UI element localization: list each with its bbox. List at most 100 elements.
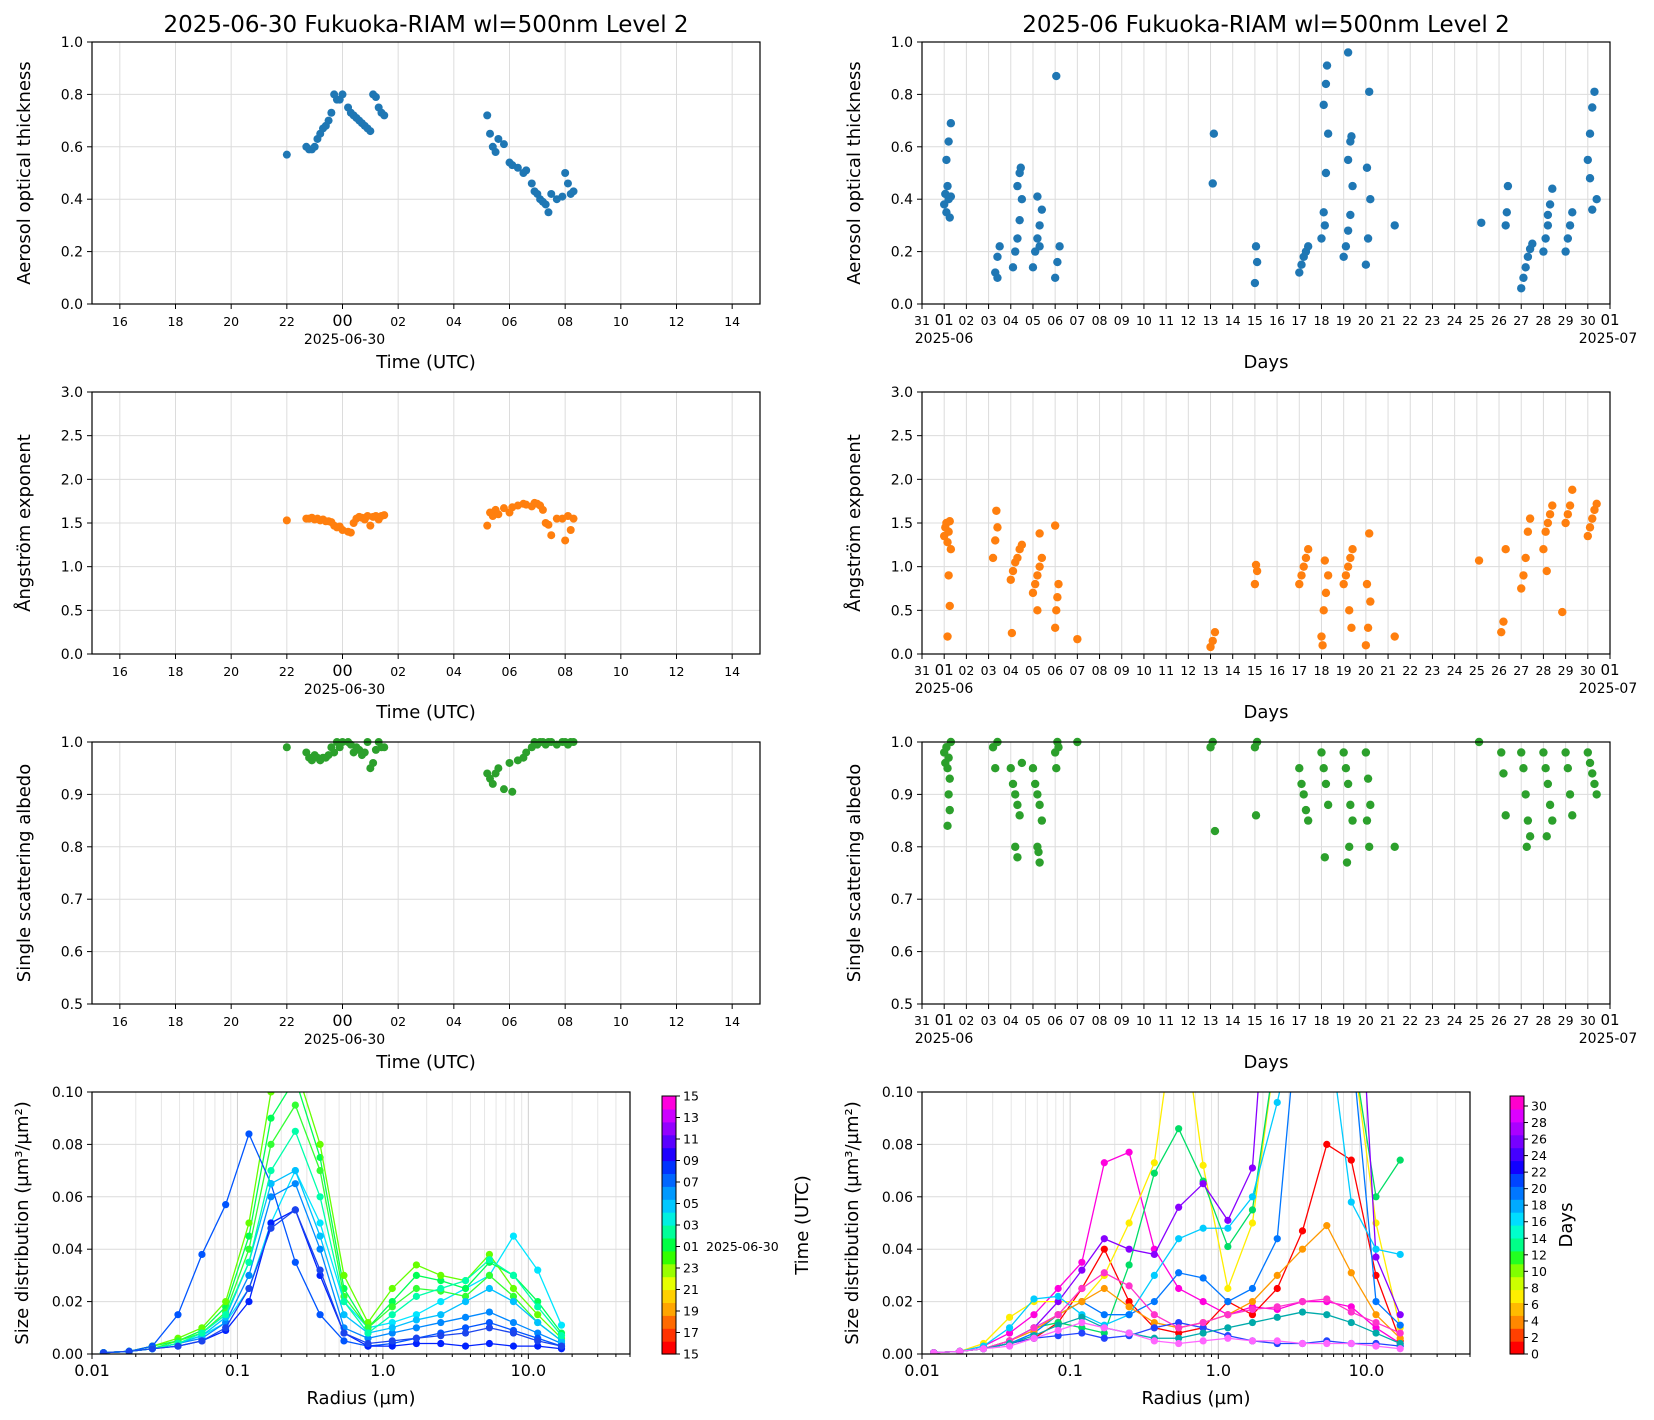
- date-label-right: 2025-07: [1579, 681, 1638, 697]
- data-point: [494, 510, 503, 519]
- data-point: [282, 743, 291, 752]
- series-point: [1150, 1159, 1158, 1167]
- data-point: [1251, 560, 1261, 570]
- series-point: [1150, 1271, 1158, 1279]
- y-tick-label: 0.5: [61, 997, 83, 1013]
- ssa_day-chart: 16 18 20 22 00 02 04 06 08 10 12 14 0.5 0.6 0.7 0.8 0.9 1…: [14, 735, 761, 1073]
- series-point: [1248, 1311, 1257, 1319]
- series-point: [1347, 1308, 1355, 1316]
- series-point: [1323, 1311, 1331, 1319]
- data-point: [1545, 200, 1555, 209]
- x-tick-label: 18: [168, 1014, 184, 1029]
- x-tick-label: 08: [1092, 313, 1108, 328]
- series-point: [1078, 1284, 1086, 1293]
- data-point: [1341, 242, 1351, 251]
- series-point: [412, 1334, 421, 1342]
- x-tick-label: 11: [1158, 313, 1174, 328]
- x-tick-label: 13: [1203, 663, 1219, 678]
- series-point: [1347, 1269, 1355, 1277]
- series-point: [485, 1284, 494, 1293]
- data-point: [563, 179, 572, 188]
- data-point: [945, 213, 954, 222]
- series-point: [1199, 1274, 1207, 1282]
- series-line: [103, 1092, 562, 1354]
- data-point: [499, 504, 508, 513]
- series-point: [1298, 1308, 1307, 1316]
- data-point: [1588, 103, 1597, 112]
- data-point: [1343, 779, 1353, 789]
- x-tick-label: 25: [1469, 313, 1485, 328]
- data-point: [1052, 71, 1061, 81]
- series-line: [103, 1132, 562, 1354]
- colorbar-tick-label: 2: [1531, 1330, 1539, 1345]
- series-point: [1396, 1321, 1404, 1329]
- aot_day-chart: 16 18 20 22 00 02 04 06 08 10 12 14 0.0 0.2 0.4 0.6 0.8 1…: [14, 12, 761, 373]
- series-point: [245, 1284, 253, 1293]
- x-tick-label: 05: [1025, 1013, 1041, 1028]
- x-axis-label: Time (UTC): [375, 1052, 476, 1073]
- series-point: [1224, 1242, 1232, 1251]
- x-tick-label: 26: [1491, 663, 1507, 678]
- data-point: [1592, 790, 1601, 799]
- data-point: [1033, 192, 1042, 201]
- data-point: [541, 200, 550, 209]
- x-tick-label: 27: [1513, 1013, 1529, 1028]
- series-point: [1005, 1342, 1014, 1350]
- data-point: [1541, 234, 1550, 243]
- series-point: [1298, 1298, 1307, 1306]
- series-point: [1175, 1269, 1183, 1277]
- aot_month-frame: [921, 41, 1611, 305]
- series-point: [364, 1324, 372, 1332]
- data-point: [1319, 100, 1328, 110]
- ae_month-chart: 31 01 02 03 04 05 06 07 08 09 10 11 12 13 14 15 16 17 18 19…: [843, 385, 1637, 723]
- series-point: [437, 1332, 445, 1340]
- data-point: [1013, 234, 1022, 243]
- data-point: [943, 538, 952, 547]
- series-point: [1175, 1334, 1183, 1342]
- series-point: [1199, 1180, 1207, 1188]
- data-point: [1210, 627, 1220, 637]
- data-point: [1519, 764, 1528, 773]
- y-tick-label: 1.0: [61, 35, 83, 51]
- date-label-right: 2025-07: [1579, 1031, 1638, 1047]
- ssa_month-chart: 31 01 02 03 04 05 06 07 08 09 10 11 12 13 14 15 16 17 18 19…: [844, 735, 1637, 1073]
- series-point: [364, 1318, 372, 1327]
- data-point: [1528, 239, 1537, 248]
- series-point: [292, 1075, 299, 1082]
- psd_month-frame: [921, 1091, 1471, 1355]
- data-point: [995, 242, 1004, 251]
- data-point: [1210, 826, 1220, 836]
- colorbar-tick-label: 07: [683, 1175, 699, 1190]
- data-point: [1016, 163, 1025, 172]
- y-tick-label: 0.06: [882, 1190, 913, 1206]
- x-tick-label: 11: [1158, 663, 1174, 678]
- data-point: [1522, 842, 1531, 851]
- data-point: [1319, 764, 1328, 773]
- series-point: [388, 1324, 396, 1332]
- series-point: [1248, 1284, 1257, 1293]
- data-point: [1303, 242, 1313, 251]
- data-point: [1362, 163, 1372, 172]
- series-point: [1248, 1193, 1257, 1201]
- data-point: [944, 753, 953, 762]
- colorbar-segment: [662, 1121, 676, 1136]
- x-tick-label: 22: [1402, 313, 1418, 328]
- data-point: [380, 743, 389, 752]
- series-point: [222, 1311, 230, 1319]
- y-tick-label: 0.6: [61, 945, 83, 961]
- y-tick-label: 0.5: [891, 997, 913, 1013]
- y-axis-label: Aerosol optical thickness: [844, 61, 865, 284]
- data-point: [1013, 853, 1022, 862]
- series-point: [267, 1092, 275, 1096]
- colorbar-segment: [662, 1186, 676, 1200]
- x-tick-label: 21: [1380, 1013, 1396, 1028]
- colorbar-segment: [662, 1225, 676, 1239]
- series-point: [1323, 931, 1330, 938]
- data-point: [1503, 181, 1513, 191]
- x-tick-label: 21: [1380, 313, 1396, 328]
- date-label-left: 2025-06: [915, 331, 974, 347]
- data-point: [1037, 816, 1047, 825]
- series-point: [1372, 1298, 1380, 1306]
- x-tick-label: 0.01: [74, 1361, 110, 1380]
- data-point: [1366, 800, 1375, 810]
